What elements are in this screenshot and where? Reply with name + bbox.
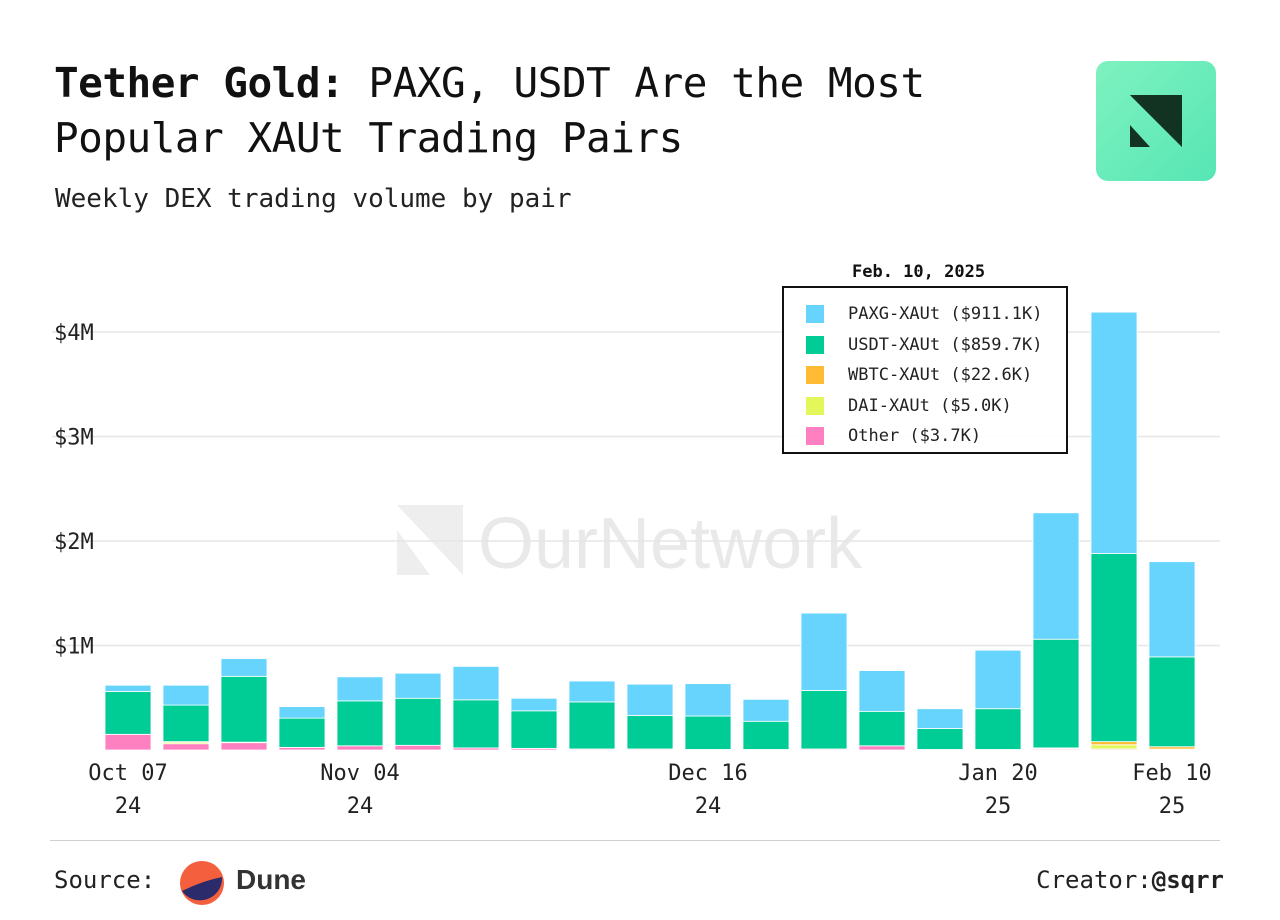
bar-usdt-xaut (162, 704, 210, 743)
legend-swatch (806, 305, 824, 323)
bar-paxg-xaut (1148, 561, 1196, 658)
x-tick-label: Nov 04 (320, 761, 399, 786)
dune-logo-icon (180, 861, 224, 905)
chart-legend: PAXG-XAUt ($911.1K) USDT-XAUt ($859.7K) WB… (782, 286, 1068, 454)
bar-usdt-xaut (626, 715, 674, 750)
ournetwork-logo-icon (1096, 61, 1216, 181)
footer-divider (50, 840, 1220, 841)
bar-usdt-xaut (1032, 638, 1080, 749)
x-tick-label: Dec 16 (668, 761, 747, 786)
bar-paxg-xaut (568, 680, 616, 703)
bar-paxg-xaut (974, 649, 1022, 710)
x-tick-label: Feb 10 (1132, 761, 1211, 786)
bar-usdt-xaut (336, 700, 384, 747)
bar-paxg-xaut (800, 612, 848, 691)
bar-other (858, 745, 906, 751)
bar-other (394, 744, 442, 751)
watermark: OurNetwork (397, 504, 863, 584)
x-tick-year: 25 (985, 794, 1012, 819)
y-tick-label: $1M (54, 635, 94, 660)
x-tick-label: Oct 07 (88, 761, 167, 786)
bar-usdt-xaut (1148, 656, 1196, 748)
bar-paxg-xaut (1090, 311, 1138, 554)
x-tick-year: 24 (347, 794, 374, 819)
bar-usdt-xaut (858, 710, 906, 747)
legend-label: PAXG-XAUt ($911.1K) (848, 304, 1043, 324)
bar-paxg-xaut (394, 672, 442, 699)
legend-swatch (806, 335, 824, 354)
source-label: Source: (54, 866, 156, 894)
bar-paxg-xaut (626, 683, 674, 716)
chart-title-bold: Tether Gold: (54, 59, 345, 107)
legend-label: Other ($3.7K) (848, 426, 982, 446)
bar-other (104, 733, 152, 751)
y-tick-label: $2M (54, 530, 94, 555)
x-tick-year: 25 (1159, 794, 1186, 819)
watermark-logo-icon (397, 505, 463, 575)
legend-item: PAXG-XAUt ($911.1K) (806, 300, 1042, 328)
bar-usdt-xaut (974, 708, 1022, 750)
legend-label: WBTC-XAUt ($22.6K) (848, 365, 1033, 385)
bar-usdt-xaut (278, 717, 326, 748)
bar-other (336, 745, 384, 751)
bar-paxg-xaut (220, 658, 268, 677)
bar-paxg-xaut (278, 706, 326, 719)
x-tick-label: Jan 20 (958, 761, 1037, 786)
bar-usdt-xaut (684, 715, 732, 750)
bar-paxg-xaut (858, 670, 906, 712)
bar-chart: OurNetwork $1M $2M $3M $4M Oct 07 24 Nov 04 24 De… (52, 311, 1220, 819)
bar-dai-xaut (1090, 744, 1138, 750)
bar-usdt-xaut (510, 710, 558, 749)
watermark-logo-icon-part (397, 530, 430, 575)
bar-wbtc-xaut (1090, 741, 1138, 746)
legend-item: WBTC-XAUt ($22.6K) (806, 361, 1032, 389)
legend-label: USDT-XAUt ($859.7K) (848, 334, 1043, 355)
bar-paxg-xaut (1032, 512, 1080, 640)
bar-paxg-xaut (916, 708, 964, 729)
bar-usdt-xaut (916, 728, 964, 750)
bar-paxg-xaut (510, 697, 558, 712)
bar-paxg-xaut (162, 684, 210, 706)
legend-swatch (806, 427, 824, 445)
creator-credit: Creator:@sqrr (1036, 866, 1224, 894)
bar-usdt-xaut (394, 697, 442, 746)
bar-paxg-xaut (336, 676, 384, 702)
bar-other (220, 742, 268, 751)
legend-swatch (806, 396, 824, 415)
bar-usdt-xaut (452, 699, 500, 749)
bar-usdt-xaut (742, 720, 790, 750)
bar-usdt-xaut (220, 675, 268, 743)
bar-paxg-xaut (742, 698, 790, 722)
x-tick-year: 24 (695, 794, 722, 819)
creator-handle: @sqrr (1151, 866, 1224, 894)
bar-other (162, 743, 210, 751)
bar-usdt-xaut (104, 691, 152, 735)
legend-item: Other ($3.7K) (806, 422, 981, 450)
x-tick-year: 24 (115, 794, 142, 819)
bar-usdt-xaut (800, 690, 848, 750)
legend-swatch (806, 366, 824, 384)
watermark-text: OurNetwork (478, 504, 863, 584)
bar-paxg-xaut (452, 665, 500, 701)
legend-item: DAI-XAUt ($5.0K) (806, 392, 1012, 420)
bar-usdt-xaut (1090, 553, 1138, 743)
bar-usdt-xaut (568, 701, 616, 750)
source-name: Dune (236, 864, 306, 895)
chart-subtitle: Weekly DEX trading volume by pair (55, 184, 572, 214)
chart-title: Tether Gold: PAXG, USDT Are the Most Pop… (54, 56, 1014, 166)
y-tick-label: $3M (54, 426, 94, 451)
creator-label: Creator: (1036, 866, 1152, 894)
bar-paxg-xaut (104, 684, 152, 692)
bar-paxg-xaut (684, 683, 732, 717)
legend-title: Feb. 10, 2025 (852, 262, 986, 282)
legend-item: USDT-XAUt ($859.7K) (806, 331, 1042, 359)
chart-title-rest: PAXG, USDT Are the Most Popular XAUt Tra… (54, 59, 925, 162)
y-tick-label: $4M (54, 321, 94, 346)
legend-label: DAI-XAUt ($5.0K) (848, 395, 1012, 416)
